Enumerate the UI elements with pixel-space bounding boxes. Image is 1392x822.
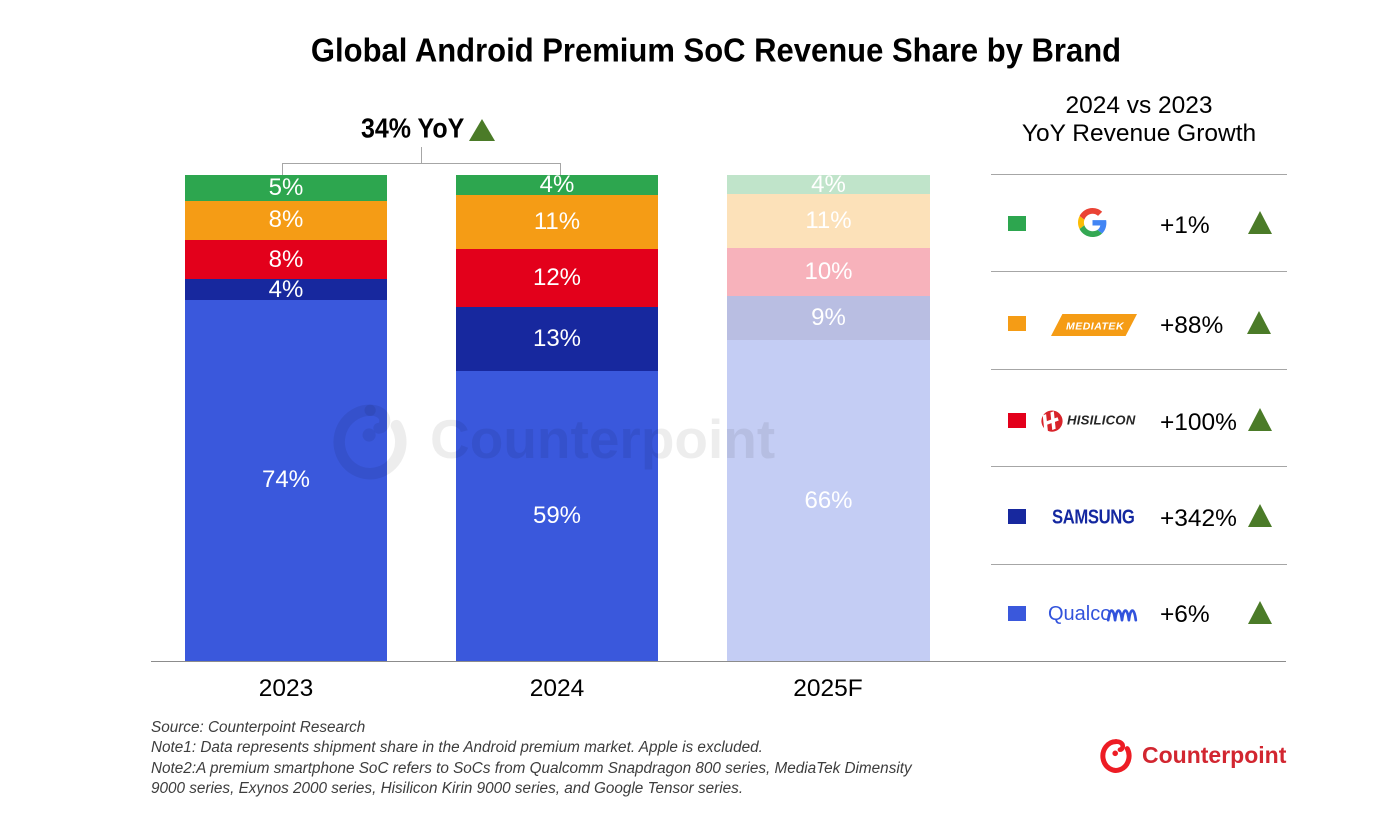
- svg-text:Qualco: Qualco: [1048, 603, 1111, 625]
- svg-text:MEDIATEK: MEDIATEK: [1066, 321, 1125, 333]
- svg-text:HISILICON: HISILICON: [1067, 413, 1136, 428]
